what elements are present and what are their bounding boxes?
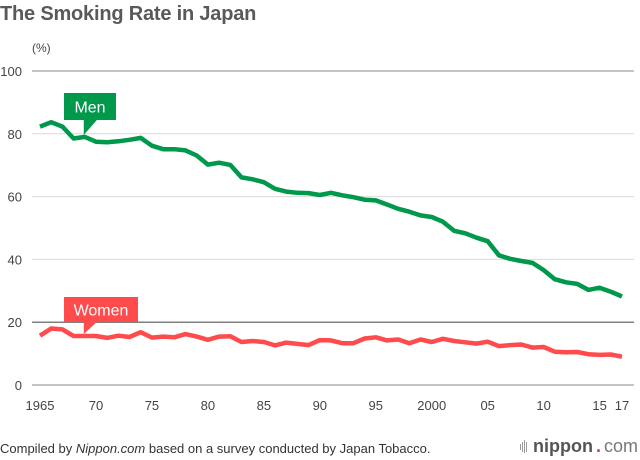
label-pointer — [83, 119, 98, 135]
y-tick-label: 60 — [8, 190, 22, 205]
series-label-men: Men — [64, 93, 116, 135]
x-axis-ticks: 1965 70 75 80 85 90 95 2000 05 10 15 17 — [26, 398, 630, 413]
x-tick-label: 70 — [89, 398, 103, 413]
gridlines — [32, 70, 634, 386]
x-tick-label: 2000 — [417, 398, 446, 413]
caption-prefix: Compiled by — [0, 441, 76, 456]
label-text: Men — [74, 100, 105, 117]
nippon-logo[interactable]: nippon. com — [519, 436, 638, 457]
x-tick-label: 17 — [615, 398, 629, 413]
x-tick-label: 85 — [257, 398, 271, 413]
label-pointer — [83, 321, 98, 335]
x-tick-label: 95 — [369, 398, 383, 413]
x-tick-label: 80 — [201, 398, 215, 413]
source-caption: Compiled by Nippon.com based on a survey… — [0, 441, 430, 456]
series-line-men — [39, 119, 623, 299]
x-tick-label: 05 — [480, 398, 494, 413]
series-label-women: Women — [64, 297, 138, 335]
y-tick-label: 100 — [0, 64, 22, 79]
logo-name: nippon — [532, 436, 593, 456]
logo-dot: . — [595, 436, 601, 456]
y-axis-unit-label: (%) — [32, 41, 51, 55]
caption-source: Nippon.com — [75, 441, 146, 456]
x-tick-label: 15 — [592, 398, 606, 413]
logo-bars-icon — [519, 440, 527, 453]
x-tick-label: 1965 — [26, 398, 55, 413]
series-labels: Men Women — [64, 93, 138, 335]
y-tick-label: 20 — [8, 315, 22, 330]
y-tick-label: 80 — [8, 127, 22, 142]
y-tick-label: 40 — [8, 252, 22, 267]
chart-title: The Smoking Rate in Japan — [0, 3, 257, 25]
x-tick-label: 75 — [145, 398, 159, 413]
caption-suffix: based on a survey conducted by Japan Tob… — [145, 441, 431, 456]
x-tick-label: 90 — [313, 398, 327, 413]
logo-tld: com — [603, 436, 638, 456]
x-tick-label: 10 — [536, 398, 550, 413]
series-line-women — [38, 326, 623, 359]
label-text: Women — [74, 303, 129, 320]
series-lines — [38, 119, 623, 359]
y-tick-label: 0 — [15, 378, 22, 393]
label-box — [64, 93, 116, 120]
y-axis-ticks: 0 20 40 60 80 100 — [0, 64, 22, 393]
label-box — [64, 297, 138, 322]
